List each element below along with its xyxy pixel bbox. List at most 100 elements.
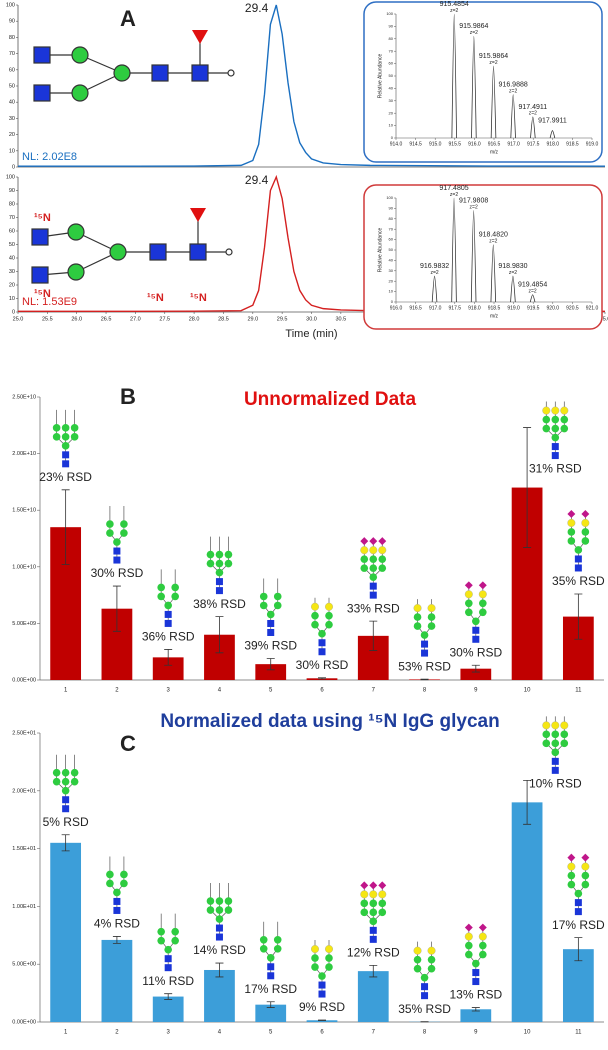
glycan-icon [413,946,422,955]
spectrum-peak [470,210,477,303]
glycan-icon [273,944,282,953]
glycan-icon [267,619,275,627]
glycan-icon [567,528,576,536]
x-tick-label: 2 [115,688,119,694]
chart-title: Unnormalized Data [244,389,417,410]
glycan-icon [581,862,590,871]
y-tick-label: 20 [9,282,15,288]
glycan-icon [551,406,560,415]
glycan-icon [120,520,128,528]
error-bar [369,964,378,978]
glycan-icon [311,620,319,629]
glycan-icon [560,424,569,433]
x-tick-label: 921.0 [586,305,599,311]
glycan-icon [52,768,61,777]
glycan-icon [551,739,560,748]
peak-mz-label: 915.9864 [459,23,488,30]
peak-mz-label: 919.4854 [518,282,547,289]
x-tick-label: 26.5 [101,316,112,322]
glycan-icon [369,537,378,546]
glycan-icon [311,945,320,954]
glycan-icon [311,963,319,971]
glycan-icon [465,608,473,617]
bar [50,842,82,1022]
glycan-icon [325,602,334,611]
x-tick-label: 914.0 [390,141,403,147]
glycan-icon [318,648,326,656]
x-tick-label: 29.5 [277,316,288,322]
y-tick-label: 10 [9,148,15,154]
y-tick-label: 40 [9,100,15,106]
error-bar [164,993,173,1000]
glycan-icon [413,604,422,613]
rsd-label: 17% RSD [244,982,297,996]
x-tick-label: 9 [474,688,478,694]
x-tick-label: 11 [575,688,582,694]
isotope-label: ¹⁵N [147,292,164,304]
glycan-icon [542,730,551,739]
glycan-icon [318,981,326,989]
y-tick-label: 50 [9,83,15,89]
glycan-icon [574,546,583,554]
charge-label: z=2 [489,239,497,245]
glycan-icon [427,622,436,630]
glycan-icon [215,559,224,568]
glycan-icon [61,786,70,795]
glycan-icon [551,452,559,460]
x-axis-label: m/z [490,313,499,319]
glycan-icon [421,992,429,1000]
error-bar [266,658,275,671]
glycan-icon [259,944,268,953]
charge-label: z=2 [450,8,458,14]
y-tick-label: 100 [6,2,15,8]
rsd-label: 30% RSD [449,645,502,659]
bar [460,1009,492,1022]
glycan-icon [61,442,70,450]
glycan-icon [360,546,369,555]
x-tick-label: 1 [64,688,68,694]
chromatogram-line [18,4,606,167]
x-tick-label: 4 [218,1030,222,1036]
y-tick-label: 90 [389,205,394,210]
glycan-icon [360,890,369,899]
glycan-icon [215,568,224,577]
x-tick-label: 25.0 [13,316,24,322]
glycan-icon [413,622,422,630]
glycan-icon [273,601,282,610]
isotope-label: ¹⁵N [34,288,51,300]
y-tick-label: 5.00E+09 [12,621,36,627]
error-bar [574,937,583,962]
glycan-icon [157,927,165,936]
y-tick-label: 80 [389,36,394,41]
glycan-icon [581,518,590,527]
peak-label: 29.4 [245,173,269,187]
peak-label: 29.4 [245,1,269,15]
y-tick-label: 5.00E+00 [12,962,36,968]
glycan-icon [215,578,223,586]
error-bar [112,585,121,632]
glycan-icon [369,591,377,599]
y-tick-label: 100 [6,174,15,180]
glycan-icon [325,611,333,620]
glycan-icon [465,950,473,959]
glycan-icon [164,619,172,627]
glycan-icon [171,592,179,601]
glycan-icon [542,415,551,424]
y-tick-label: 50 [389,247,394,252]
peak-mz-label: 917.4805 [439,185,468,192]
glycan-icon [427,604,436,613]
x-tick-label: 1 [64,1030,68,1036]
glycan-icon [164,955,172,963]
x-tick-label: 917.5 [527,141,540,147]
rsd-label: 35% RSD [398,1002,451,1016]
glycan-icon [360,908,369,917]
glycan-icon [420,973,429,982]
glycan-icon [427,955,436,964]
glycan-icon [542,739,551,748]
glycan-icon [61,433,70,441]
x-tick-label: 5 [269,1030,273,1036]
glycan-icon [472,635,480,643]
y-tick-label: 70 [389,48,394,53]
glycan-icon [427,946,436,955]
